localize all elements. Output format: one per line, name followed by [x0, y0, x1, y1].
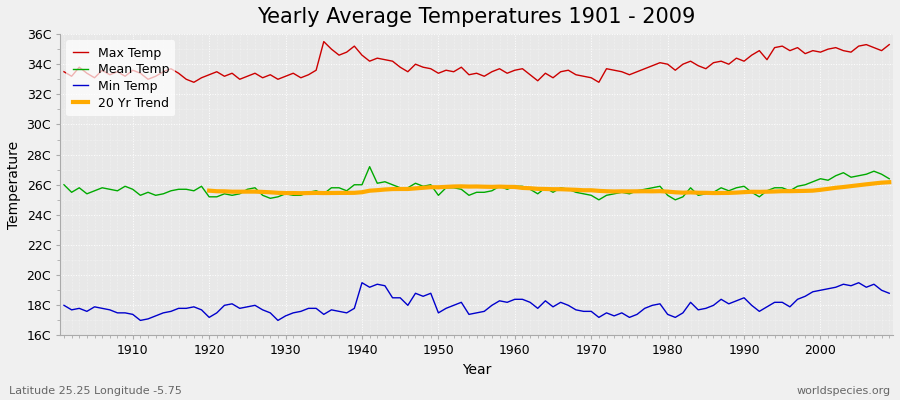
Min Temp	[884, 291, 895, 296]
Text: worldspecies.org: worldspecies.org	[796, 386, 891, 396]
Y-axis label: Temperature: Temperature	[7, 141, 21, 229]
Max Temp	[319, 39, 329, 44]
Mean Temp	[509, 184, 520, 189]
Min Temp	[616, 310, 627, 315]
20 Yr Trend	[861, 182, 872, 187]
Max Temp	[525, 72, 535, 77]
Max Temp	[58, 69, 69, 74]
Line: 20 Yr Trend: 20 Yr Trend	[209, 182, 889, 193]
20 Yr Trend	[884, 180, 895, 185]
Line: Max Temp: Max Temp	[64, 42, 889, 82]
Legend: Max Temp, Mean Temp, Min Temp, 20 Yr Trend: Max Temp, Mean Temp, Min Temp, 20 Yr Tre…	[67, 40, 176, 116]
Max Temp	[884, 42, 895, 47]
Min Temp	[58, 303, 69, 308]
Min Temp	[120, 310, 130, 315]
20 Yr Trend	[685, 190, 696, 195]
Text: Latitude 25.25 Longitude -5.75: Latitude 25.25 Longitude -5.75	[9, 386, 182, 396]
20 Yr Trend	[777, 189, 788, 194]
Max Temp	[188, 80, 199, 85]
Mean Temp	[288, 193, 299, 198]
Min Temp	[518, 297, 528, 302]
20 Yr Trend	[792, 189, 803, 194]
Min Temp	[135, 318, 146, 323]
20 Yr Trend	[295, 191, 306, 196]
Mean Temp	[518, 184, 528, 189]
Min Temp	[341, 310, 352, 315]
Min Temp	[295, 309, 306, 314]
X-axis label: Year: Year	[462, 363, 491, 377]
Min Temp	[525, 300, 535, 305]
Mean Temp	[884, 176, 895, 181]
20 Yr Trend	[418, 185, 428, 190]
Mean Temp	[616, 190, 627, 195]
Mean Temp	[120, 184, 130, 189]
Max Temp	[120, 74, 130, 79]
Line: Mean Temp: Mean Temp	[64, 167, 889, 200]
Mean Temp	[593, 198, 604, 202]
Min Temp	[356, 280, 367, 285]
20 Yr Trend	[203, 188, 214, 193]
Mean Temp	[334, 185, 345, 190]
Mean Temp	[364, 164, 375, 169]
20 Yr Trend	[303, 191, 314, 196]
Max Temp	[616, 69, 627, 74]
Mean Temp	[58, 182, 69, 187]
Max Temp	[518, 66, 528, 71]
Line: Min Temp: Min Temp	[64, 283, 889, 320]
Title: Yearly Average Temperatures 1901 - 2009: Yearly Average Temperatures 1901 - 2009	[257, 7, 696, 27]
Max Temp	[349, 44, 360, 48]
Max Temp	[295, 75, 306, 80]
